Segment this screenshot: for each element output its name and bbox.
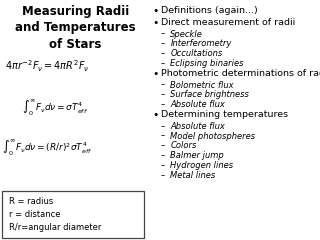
Text: •: • [152,110,159,120]
Text: Occultations: Occultations [171,49,223,58]
Text: and Temperatures: and Temperatures [15,22,135,35]
Text: –: – [160,90,165,99]
Text: R = radius
r = distance
R/r=angular diameter: R = radius r = distance R/r=angular diam… [9,197,101,232]
Text: –: – [160,49,165,58]
Text: Eclipsing binaries: Eclipsing binaries [171,59,244,68]
Text: Model photospheres: Model photospheres [171,132,256,141]
Text: Photometric determinations of radii: Photometric determinations of radii [161,69,320,78]
Text: Colors: Colors [171,141,197,150]
Text: $\int_0^{\infty} F_\nu d\nu = (R/r)^2 \sigma T_{eff}^{4}$: $\int_0^{\infty} F_\nu d\nu = (R/r)^2 \s… [2,138,92,158]
Text: $4\pi r^{-2}F_\nu = 4\pi R^2 F_\nu$: $4\pi r^{-2}F_\nu = 4\pi R^2 F_\nu$ [5,58,89,74]
Text: •: • [152,6,159,16]
Text: –: – [160,151,165,160]
Text: •: • [152,69,159,79]
Text: Absolute flux: Absolute flux [171,100,225,109]
Text: Determining temperatures: Determining temperatures [161,110,289,119]
Text: Bolometric flux: Bolometric flux [171,81,234,90]
Text: –: – [160,100,165,109]
Text: Absolute flux: Absolute flux [171,122,225,131]
FancyBboxPatch shape [2,191,144,238]
Text: –: – [160,132,165,141]
Text: of Stars: of Stars [49,38,101,51]
Text: Direct measurement of radii: Direct measurement of radii [161,18,296,27]
Text: –: – [160,30,165,39]
Text: –: – [160,161,165,170]
Text: –: – [160,141,165,150]
Text: Balmer jump: Balmer jump [171,151,224,160]
Text: Metal lines: Metal lines [171,171,216,180]
Text: Measuring Radii: Measuring Radii [21,5,129,18]
Text: Hydrogen lines: Hydrogen lines [171,161,234,170]
Text: Interferometry: Interferometry [171,39,232,48]
Text: $\int_0^{\infty} F_\nu d\nu = \sigma T_{eff}^{4}$: $\int_0^{\infty} F_\nu d\nu = \sigma T_{… [22,98,88,119]
Text: Definitions (again...): Definitions (again...) [161,6,258,15]
Text: –: – [160,39,165,48]
Text: Surface brightness: Surface brightness [171,90,249,99]
Text: –: – [160,81,165,90]
Text: –: – [160,59,165,68]
Text: –: – [160,122,165,131]
Text: Speckle: Speckle [171,30,203,39]
Text: •: • [152,18,159,28]
Text: –: – [160,171,165,180]
